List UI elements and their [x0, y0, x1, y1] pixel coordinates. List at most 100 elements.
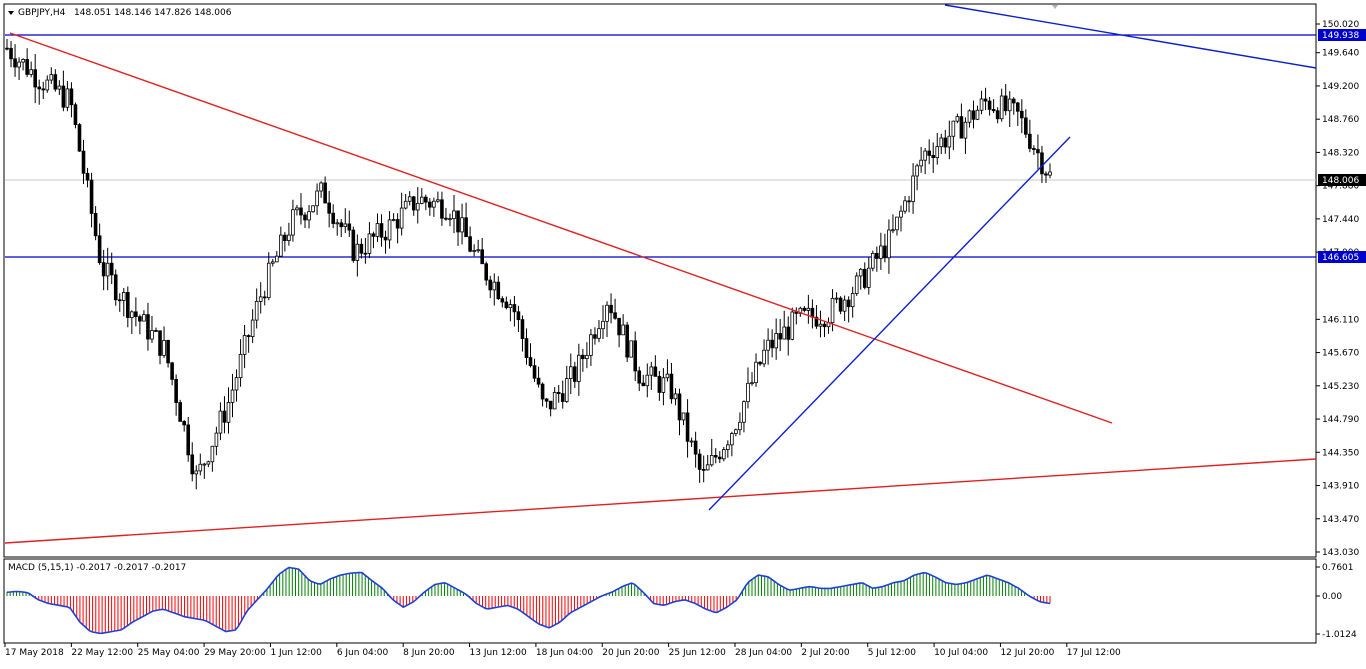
candle [697, 449, 702, 483]
candle [254, 288, 259, 329]
time-tick-label: 18 Jun 04:00 [536, 648, 593, 658]
candle [121, 288, 126, 317]
time-tick-label: 17 May 2018 [5, 648, 64, 658]
red-descending-trendline[interactable] [9, 32, 1113, 424]
price-tick-label: 144.790 [1322, 415, 1359, 425]
blue-ascending-trendline[interactable] [708, 136, 1071, 511]
candle [448, 213, 452, 227]
candle [999, 88, 1004, 122]
candle [13, 44, 17, 77]
candle [919, 146, 923, 173]
candle [403, 193, 408, 210]
candle [210, 445, 215, 472]
candle [754, 353, 758, 387]
candle [21, 58, 25, 71]
candle [202, 462, 207, 479]
candle [556, 385, 561, 403]
candle [871, 250, 875, 272]
candle [717, 451, 722, 463]
candle [476, 239, 480, 253]
candle [29, 61, 33, 78]
time-tick-label: 2 Jul 20:00 [801, 648, 850, 658]
candle [738, 412, 742, 436]
red-ascending-trendline[interactable] [4, 458, 1317, 544]
candle [637, 366, 642, 391]
candle [49, 67, 54, 84]
time-tick-label: 25 Jun 12:00 [669, 648, 726, 658]
candle [1036, 134, 1040, 169]
candle [597, 320, 601, 343]
candle [939, 133, 944, 155]
candle [971, 100, 976, 129]
candle [339, 219, 344, 238]
candle [238, 339, 243, 387]
candle [287, 222, 291, 246]
candle [516, 305, 521, 332]
price-tick-label: 147.440 [1322, 215, 1359, 225]
price-tick-label: 150.020 [1322, 20, 1359, 30]
time-tick-label: 22 May 12:00 [71, 648, 133, 658]
candle [258, 282, 263, 314]
price-tick-label: 148.320 [1322, 148, 1359, 158]
candle [222, 396, 227, 434]
candles [5, 38, 1052, 490]
candle [158, 330, 162, 365]
candle [955, 113, 960, 124]
time-tick-label: 25 May 04:00 [138, 648, 200, 658]
candle [879, 232, 883, 270]
blue-descending-trendline[interactable] [944, 4, 1317, 69]
candle [89, 172, 94, 228]
candle [303, 212, 307, 228]
candle [1015, 101, 1020, 126]
candle [750, 372, 754, 386]
candle [295, 204, 299, 216]
candle [162, 326, 166, 358]
time-tick-label: 1 Jun 12:00 [270, 648, 322, 658]
time-tick-label: 17 Jul 12:00 [1067, 648, 1121, 658]
shift-marker-icon[interactable] [1052, 5, 1058, 9]
candle [170, 361, 174, 386]
candle [850, 286, 855, 318]
macd-signal-line [6, 566, 1051, 635]
candle [97, 223, 102, 265]
candle [105, 247, 110, 291]
time-tick-label: 12 Jul 20:00 [1000, 648, 1054, 658]
candle [923, 147, 927, 175]
candle [41, 81, 46, 100]
candle [194, 465, 199, 490]
candle [512, 295, 517, 327]
candle [814, 305, 819, 329]
candle [927, 139, 931, 165]
menu-arrow-icon[interactable] [8, 11, 14, 15]
candle [279, 226, 283, 257]
candle [1020, 99, 1024, 134]
candle [37, 79, 42, 105]
candle [307, 205, 311, 229]
price-tick-label: 143.030 [1322, 548, 1359, 558]
candle [262, 290, 267, 306]
candle [1024, 109, 1028, 138]
candle [1048, 163, 1052, 179]
candle [907, 195, 911, 213]
candle [818, 310, 823, 338]
candle [766, 328, 770, 365]
candle [967, 109, 972, 128]
candle [524, 328, 529, 365]
candle [484, 261, 489, 286]
candle [61, 70, 66, 112]
candle [379, 214, 384, 247]
time-tick-label: 6 Jun 04:00 [337, 648, 389, 658]
candle [1011, 97, 1016, 115]
candle [270, 259, 275, 267]
time-tick-label: 13 Jun 12:00 [470, 648, 527, 658]
candle [69, 82, 74, 118]
level-label-146605: 146.605 [1318, 251, 1366, 263]
candle [577, 343, 581, 396]
candle [593, 327, 597, 345]
candle [746, 367, 750, 409]
candle [722, 446, 726, 462]
candle [709, 438, 714, 467]
candle [150, 316, 154, 343]
candle [126, 286, 130, 328]
